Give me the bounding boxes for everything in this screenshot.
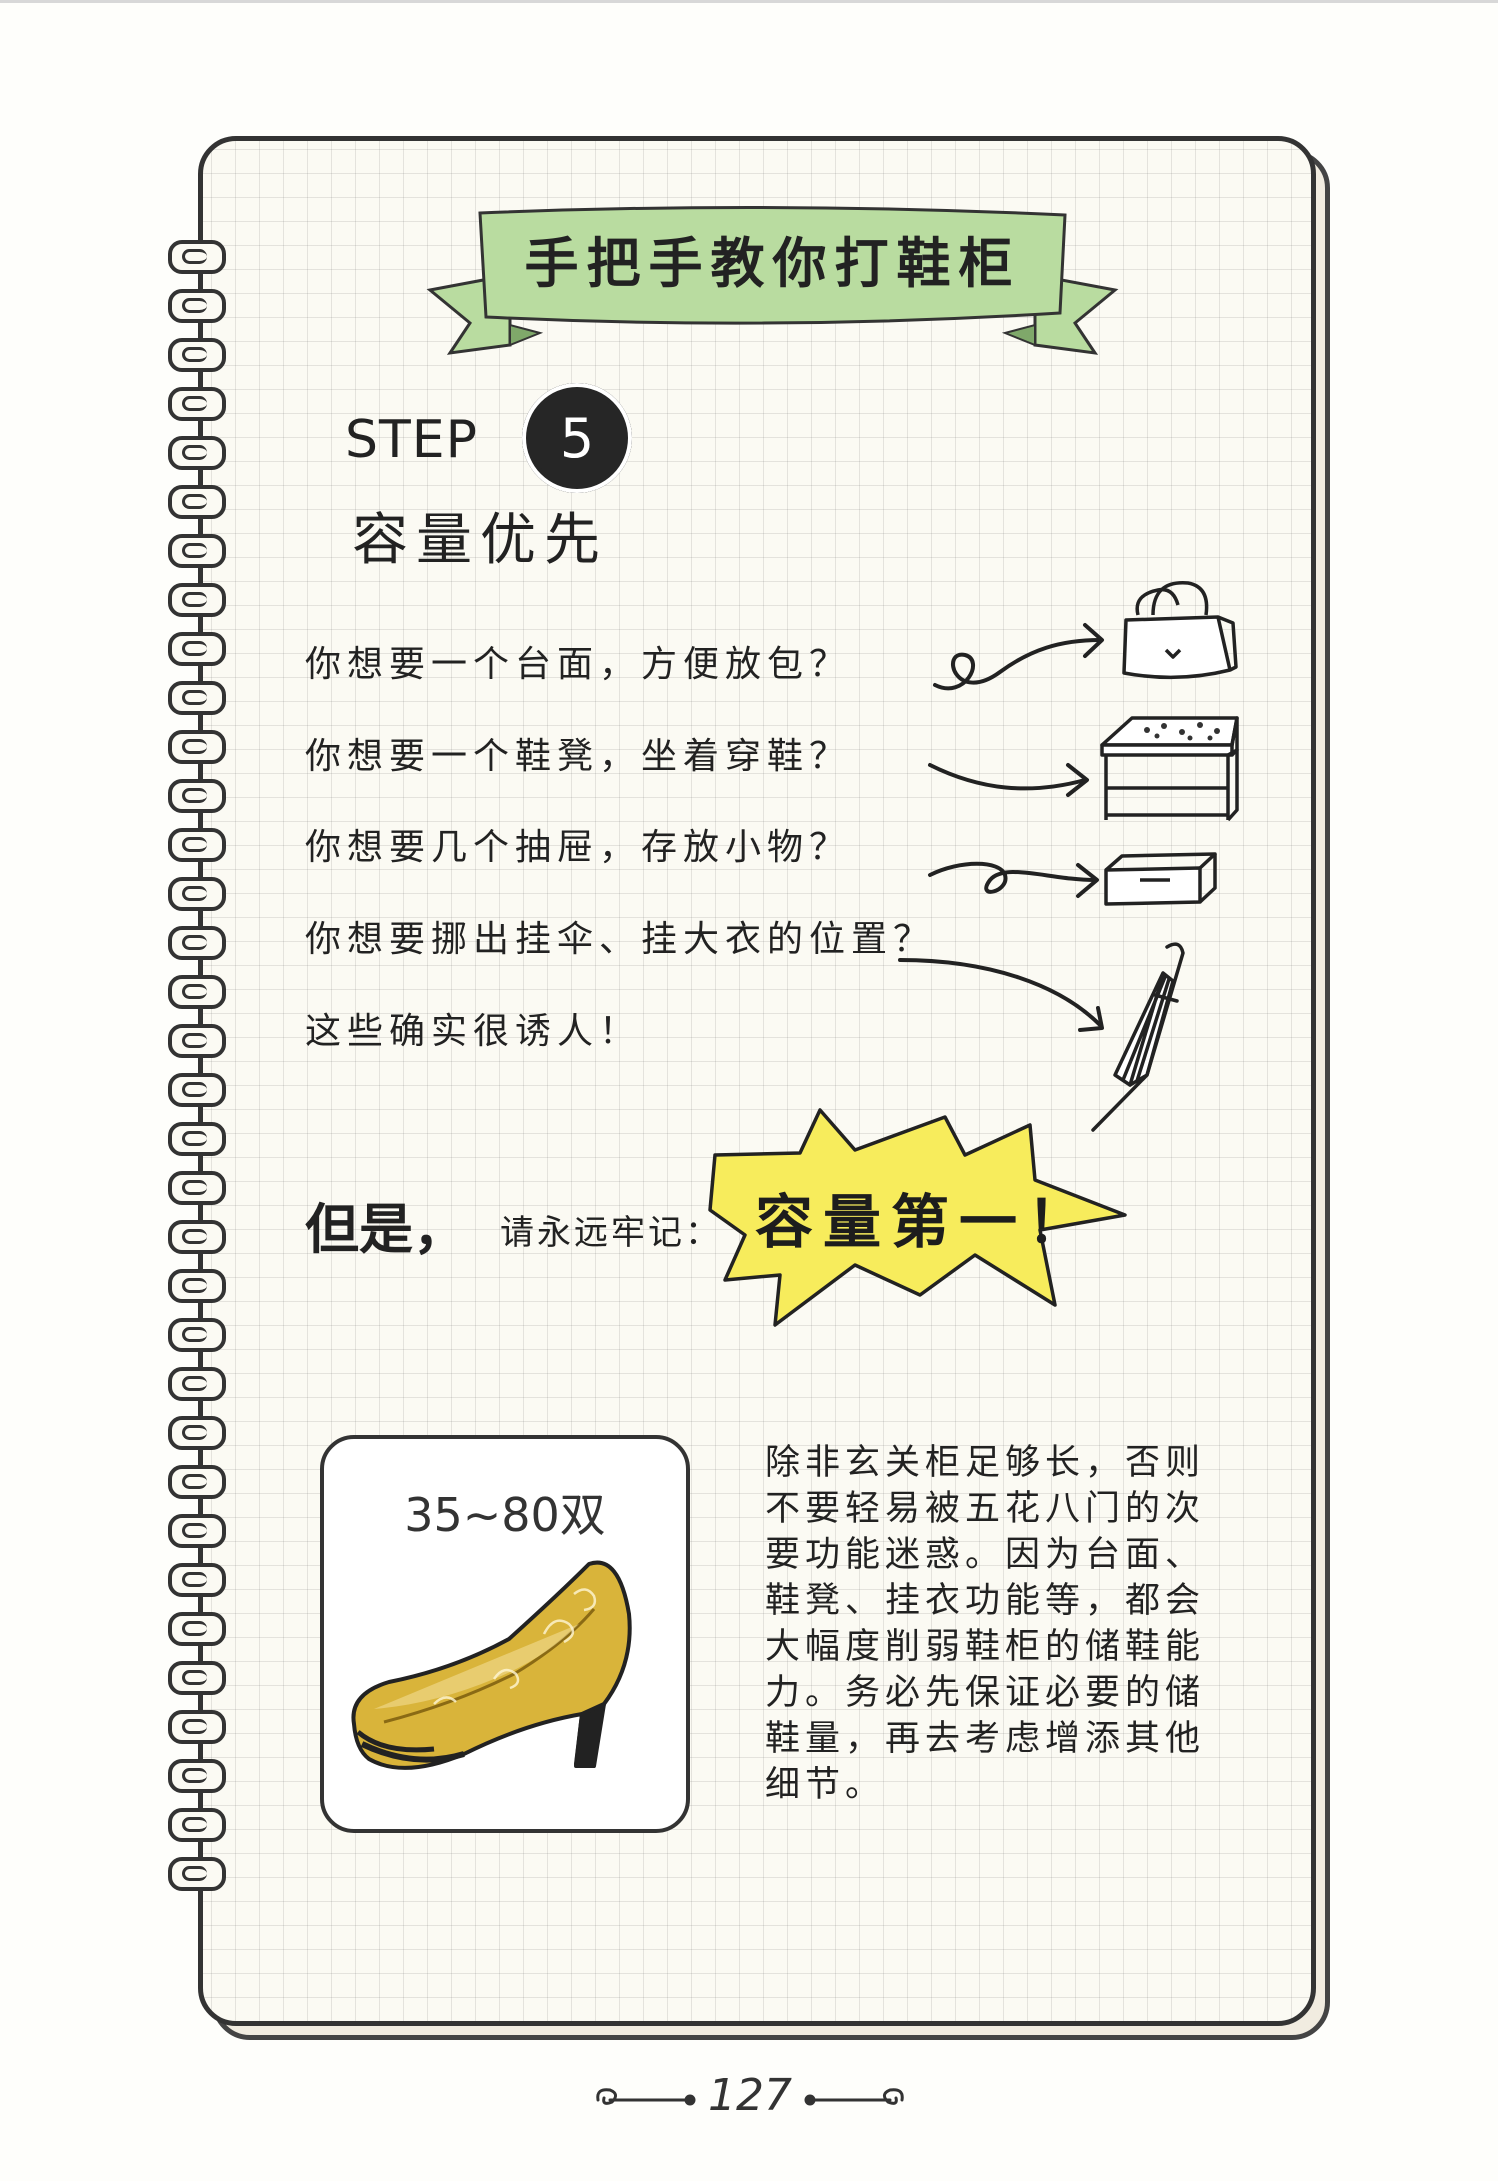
ribbon-shape [426, 205, 1119, 355]
handbag-icon [1122, 581, 1238, 680]
spiral-ring [168, 534, 226, 568]
remember-text: 请永远牢记： [500, 1213, 722, 1253]
spiral-ring [168, 632, 226, 666]
spiral-ring [168, 1514, 226, 1548]
capacity-first-highlight: 容量第一！ [755, 1188, 1096, 1256]
spiral-ring [168, 1759, 226, 1793]
spiral-binding [160, 240, 230, 1910]
spiral-ring [168, 1808, 226, 1842]
question-hanging-space: 你想要挪出挂伞、挂大衣的位置？ [305, 919, 936, 960]
spiral-ring [168, 1367, 226, 1401]
drawer-icon [1104, 852, 1217, 906]
spiral-ring [168, 1171, 226, 1205]
spiral-ring [168, 240, 226, 274]
spiral-ring [168, 1563, 226, 1597]
spiral-ring [168, 1612, 226, 1646]
page-number-flourish [596, 2088, 904, 2106]
spiral-ring [168, 338, 226, 372]
question-shoe-bench: 你想要一个鞋凳，坐着穿鞋？ [305, 736, 852, 777]
spiral-ring [168, 1416, 226, 1450]
spiral-ring [168, 1710, 226, 1744]
spiral-ring [168, 1073, 226, 1107]
spiral-ring [168, 1661, 226, 1695]
spiral-ring [168, 681, 226, 715]
starburst-shape [708, 1108, 1127, 1327]
shoe-card: 35~80双 [320, 1435, 690, 1833]
spiral-ring [168, 975, 226, 1009]
spiral-ring [168, 1220, 226, 1254]
spiral-ring [168, 926, 226, 960]
umbrella-icon [1091, 942, 1185, 1132]
but-text: 但是， [305, 1197, 467, 1261]
spiral-ring [168, 1857, 226, 1891]
section-title: 容量优先 [352, 508, 608, 573]
body-paragraph: 除非玄关柜足够长，否则不要轻易被五花八门的次要功能迷惑。因为台面、鞋凳、挂衣功能… [765, 1443, 1206, 1805]
title-banner: 手把手教你打鞋柜 [410, 205, 1135, 355]
question-countertop: 你想要一个台面，方便放包？ [305, 644, 852, 685]
spiral-ring [168, 779, 226, 813]
question-drawers: 你想要几个抽屉，存放小物？ [305, 827, 852, 868]
shoe-bench-icon [1100, 716, 1239, 822]
page-number-footer: 127 [590, 2070, 910, 2130]
banner-title: 手把手教你打鞋柜 [524, 231, 1021, 295]
spiral-ring [168, 1318, 226, 1352]
spiral-ring [168, 1024, 226, 1058]
step-label: STEP [345, 410, 478, 470]
spiral-ring [168, 485, 226, 519]
spiral-ring [168, 583, 226, 617]
high-heel-shoe-illustration [351, 1560, 632, 1770]
spiral-ring [168, 1122, 226, 1156]
spiral-ring [168, 730, 226, 764]
spiral-ring [168, 436, 226, 470]
question-tempting: 这些确实很诱人！ [305, 1011, 642, 1052]
spiral-ring [168, 1465, 226, 1499]
top-rule [0, 0, 1498, 3]
spiral-ring [168, 1269, 226, 1303]
spiral-ring [168, 877, 226, 911]
spiral-ring [168, 387, 226, 421]
pairs-count-label: 35~80双 [404, 1488, 606, 1542]
spiral-ring [168, 289, 226, 323]
spiral-ring [168, 828, 226, 862]
page-number: 127 [708, 2070, 792, 2121]
step-number-badge: 5 [522, 383, 632, 493]
